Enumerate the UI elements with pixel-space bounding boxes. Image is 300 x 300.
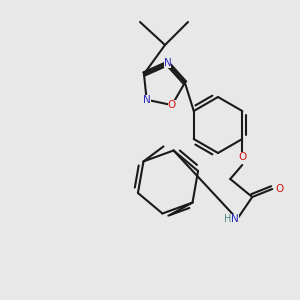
Text: O: O xyxy=(238,152,246,162)
Text: N: N xyxy=(164,58,171,68)
Text: N: N xyxy=(231,214,239,224)
Text: O: O xyxy=(275,184,284,194)
Text: N: N xyxy=(143,95,151,105)
Text: H: H xyxy=(224,214,231,224)
Text: O: O xyxy=(168,100,176,110)
